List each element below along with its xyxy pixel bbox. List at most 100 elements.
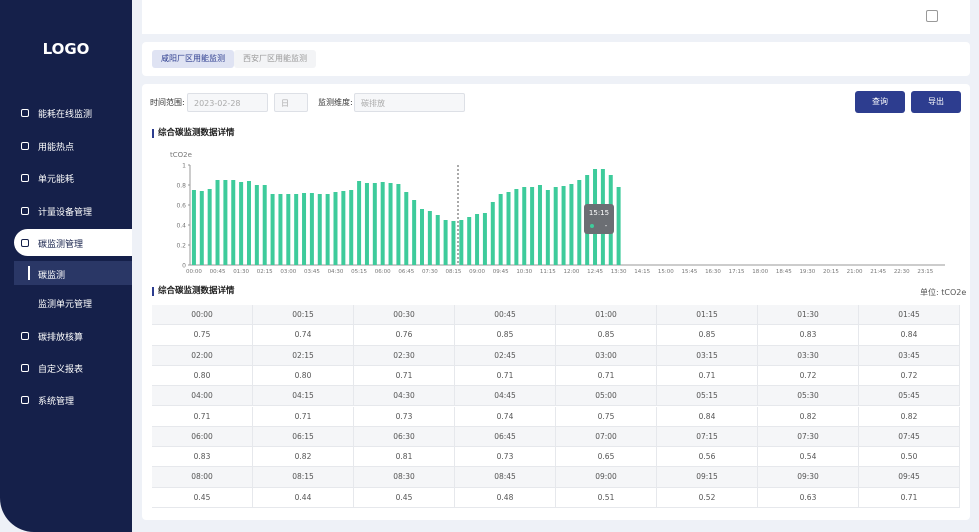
- table-cell: 0.71: [455, 365, 556, 387]
- y-tick-label: 0.4: [176, 223, 186, 230]
- submenu-item: 监测单元管理: [38, 300, 93, 310]
- table-cell: 0.71: [253, 406, 354, 427]
- bar: [498, 194, 503, 265]
- y-tick-label: 0.2: [176, 243, 186, 250]
- table-cell: 0.54: [758, 447, 859, 468]
- bar: [364, 183, 369, 265]
- tab[interactable]: 咸阳厂区用能监测: [152, 50, 234, 68]
- table-cell: 05:15: [657, 386, 758, 407]
- y-tick-label: 1: [182, 163, 186, 170]
- x-tick-label: 17:15: [729, 269, 745, 275]
- table-cell: 03:00: [556, 345, 657, 366]
- table-cell: 03:15: [657, 345, 758, 366]
- table-cell: 07:00: [556, 426, 657, 448]
- y-tick-label: 0.8: [176, 183, 186, 190]
- x-tick-label: 08:15: [446, 269, 462, 275]
- menu-icon: [21, 396, 29, 404]
- submenu-item: 碳监测: [38, 271, 66, 281]
- bar: [262, 185, 267, 265]
- menu-icon: [21, 332, 29, 340]
- table-cell: 00:30: [354, 305, 455, 326]
- sidebar: LOGO 能耗在线监测 用能热点 单元能耗 计量设备管理 碳监测管理 碳监测 监测单元管理碳…: [0, 0, 132, 532]
- bar: [191, 190, 196, 265]
- bar: [388, 183, 393, 265]
- x-tick-label: 23:15: [917, 269, 933, 275]
- table-cell: 00:45: [455, 305, 556, 326]
- bar: [467, 217, 472, 265]
- bar: [506, 192, 511, 265]
- table-cell: 0.85: [455, 325, 556, 346]
- bar: [545, 190, 550, 265]
- bar: [427, 211, 432, 265]
- chart: tCO2e 0 0.2 0.4 0.6 0.8 1 00:00 00:45 01:30 02:15 0…: [170, 151, 945, 275]
- x-tick-label: 18:00: [752, 269, 768, 275]
- table-cell: 0.74: [253, 325, 354, 346]
- table-cell: 0.84: [657, 406, 758, 427]
- bar: [294, 194, 299, 265]
- filter-label: 监测维度:: [318, 98, 353, 107]
- bar: [482, 213, 487, 265]
- bar: [317, 194, 322, 265]
- bar: [231, 180, 236, 265]
- table-cell: 0.71: [556, 365, 657, 387]
- menu-icon: [21, 239, 29, 247]
- table-cell: 04:30: [354, 386, 455, 407]
- table-cell: 0.52: [657, 487, 758, 508]
- dimension-select[interactable]: 碳排放: [354, 93, 465, 112]
- table-cell: 0.71: [354, 365, 455, 387]
- bar: [325, 194, 330, 265]
- x-tick-label: 12:00: [564, 269, 580, 275]
- date-input[interactable]: 2023-02-28: [187, 93, 268, 112]
- table-cell: 0.48: [455, 487, 556, 508]
- table-cell: 0.75: [152, 325, 253, 346]
- x-tick-label: 00:00: [186, 269, 202, 275]
- bar: [569, 184, 574, 265]
- table-cell: 0.81: [354, 447, 455, 468]
- table-cell: 09:15: [657, 467, 758, 488]
- bar: [459, 220, 464, 265]
- table-cell: 0.72: [758, 365, 859, 387]
- bar: [302, 193, 307, 265]
- bar: [537, 185, 542, 265]
- x-tick-label: 11:15: [540, 269, 556, 275]
- tab[interactable]: 西安厂区用能监测: [234, 50, 316, 68]
- table-cell: 05:45: [859, 386, 960, 407]
- table-cell: 03:30: [758, 345, 859, 366]
- bar: [207, 189, 212, 265]
- table-cell: 08:15: [253, 467, 354, 488]
- export-button[interactable]: 导出: [911, 91, 961, 113]
- table-cell: 0.74: [455, 406, 556, 427]
- table-cell: 09:30: [758, 467, 859, 488]
- bar: [380, 182, 385, 265]
- table-cell: 0.51: [556, 487, 657, 508]
- table-cell: 0.80: [152, 365, 253, 387]
- table-cell: 0.75: [556, 406, 657, 427]
- x-tick-label: 04:30: [328, 269, 344, 275]
- table-cell: 0.45: [354, 487, 455, 508]
- x-tick-label: 18:45: [776, 269, 792, 275]
- tooltip-value: -: [605, 222, 608, 230]
- active-menu-bg: [14, 229, 132, 256]
- bar: [270, 194, 275, 265]
- table-cell: 0.50: [859, 447, 960, 468]
- table-cell: 0.56: [657, 447, 758, 468]
- x-tick-label: 22:30: [894, 269, 910, 275]
- bar: [451, 221, 456, 265]
- table-cell: 0.82: [253, 447, 354, 468]
- query-button[interactable]: 查询: [855, 91, 905, 113]
- table-cell: 0.44: [253, 487, 354, 508]
- table-cell: 01:30: [758, 305, 859, 326]
- period-select[interactable]: 日: [274, 93, 308, 112]
- table-cell: 0.73: [354, 406, 455, 427]
- x-tick-label: 01:30: [233, 269, 249, 275]
- table-cell: 00:15: [253, 305, 354, 326]
- y-tick-label: 0.6: [176, 203, 186, 210]
- bar: [522, 187, 527, 265]
- user-icon[interactable]: [926, 10, 938, 22]
- table-cell: 02:00: [152, 345, 253, 366]
- bar: [309, 193, 314, 265]
- table-cell: 0.72: [859, 365, 960, 387]
- table-cell: 0.83: [758, 325, 859, 346]
- x-tick-label: 12:45: [587, 269, 603, 275]
